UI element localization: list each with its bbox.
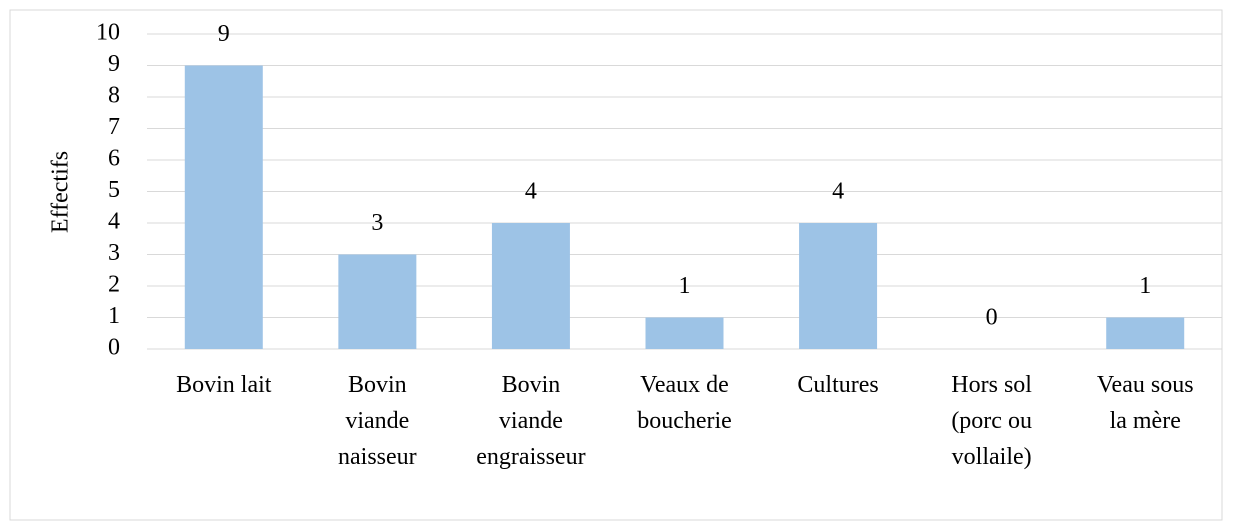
data-label: 9 [218,21,230,47]
data-label: 4 [832,179,844,205]
data-label: 1 [1139,273,1151,299]
y-tick-label: 6 [108,146,120,172]
data-label: 1 [679,273,691,299]
bar [645,317,724,349]
bar [799,223,878,349]
x-tick-label: Cultures [797,372,878,398]
x-tick-label: Veau sous la mère [1097,372,1194,434]
y-tick-label: 1 [108,303,120,329]
y-tick-label: 5 [108,177,120,203]
x-tick-label: Bovin lait [176,372,272,398]
bar [1106,317,1185,349]
data-label: 0 [986,305,998,331]
y-tick-label: 0 [108,335,120,361]
y-tick-label: 4 [108,209,120,235]
y-tick-label: 3 [108,240,120,266]
y-tick-label: 7 [108,114,120,140]
y-tick-label: 8 [108,83,120,109]
bar [184,65,263,349]
y-tick-label: 10 [96,20,120,46]
x-tick-label: Veaux de boucherie [637,372,732,434]
data-label: 4 [525,179,537,205]
y-tick-label: 2 [108,272,120,298]
x-tick-label: Bovin viande naisseur [338,372,417,470]
bar [338,254,417,349]
y-axis-label: Effectifs [48,151,74,233]
bar [491,223,570,349]
x-tick-label: Bovin viande engraisseur [476,372,585,470]
y-tick-label: 9 [108,51,120,77]
x-tick-label: Hors sol (porc ou vollaile) [951,372,1032,470]
data-label: 3 [371,210,383,236]
